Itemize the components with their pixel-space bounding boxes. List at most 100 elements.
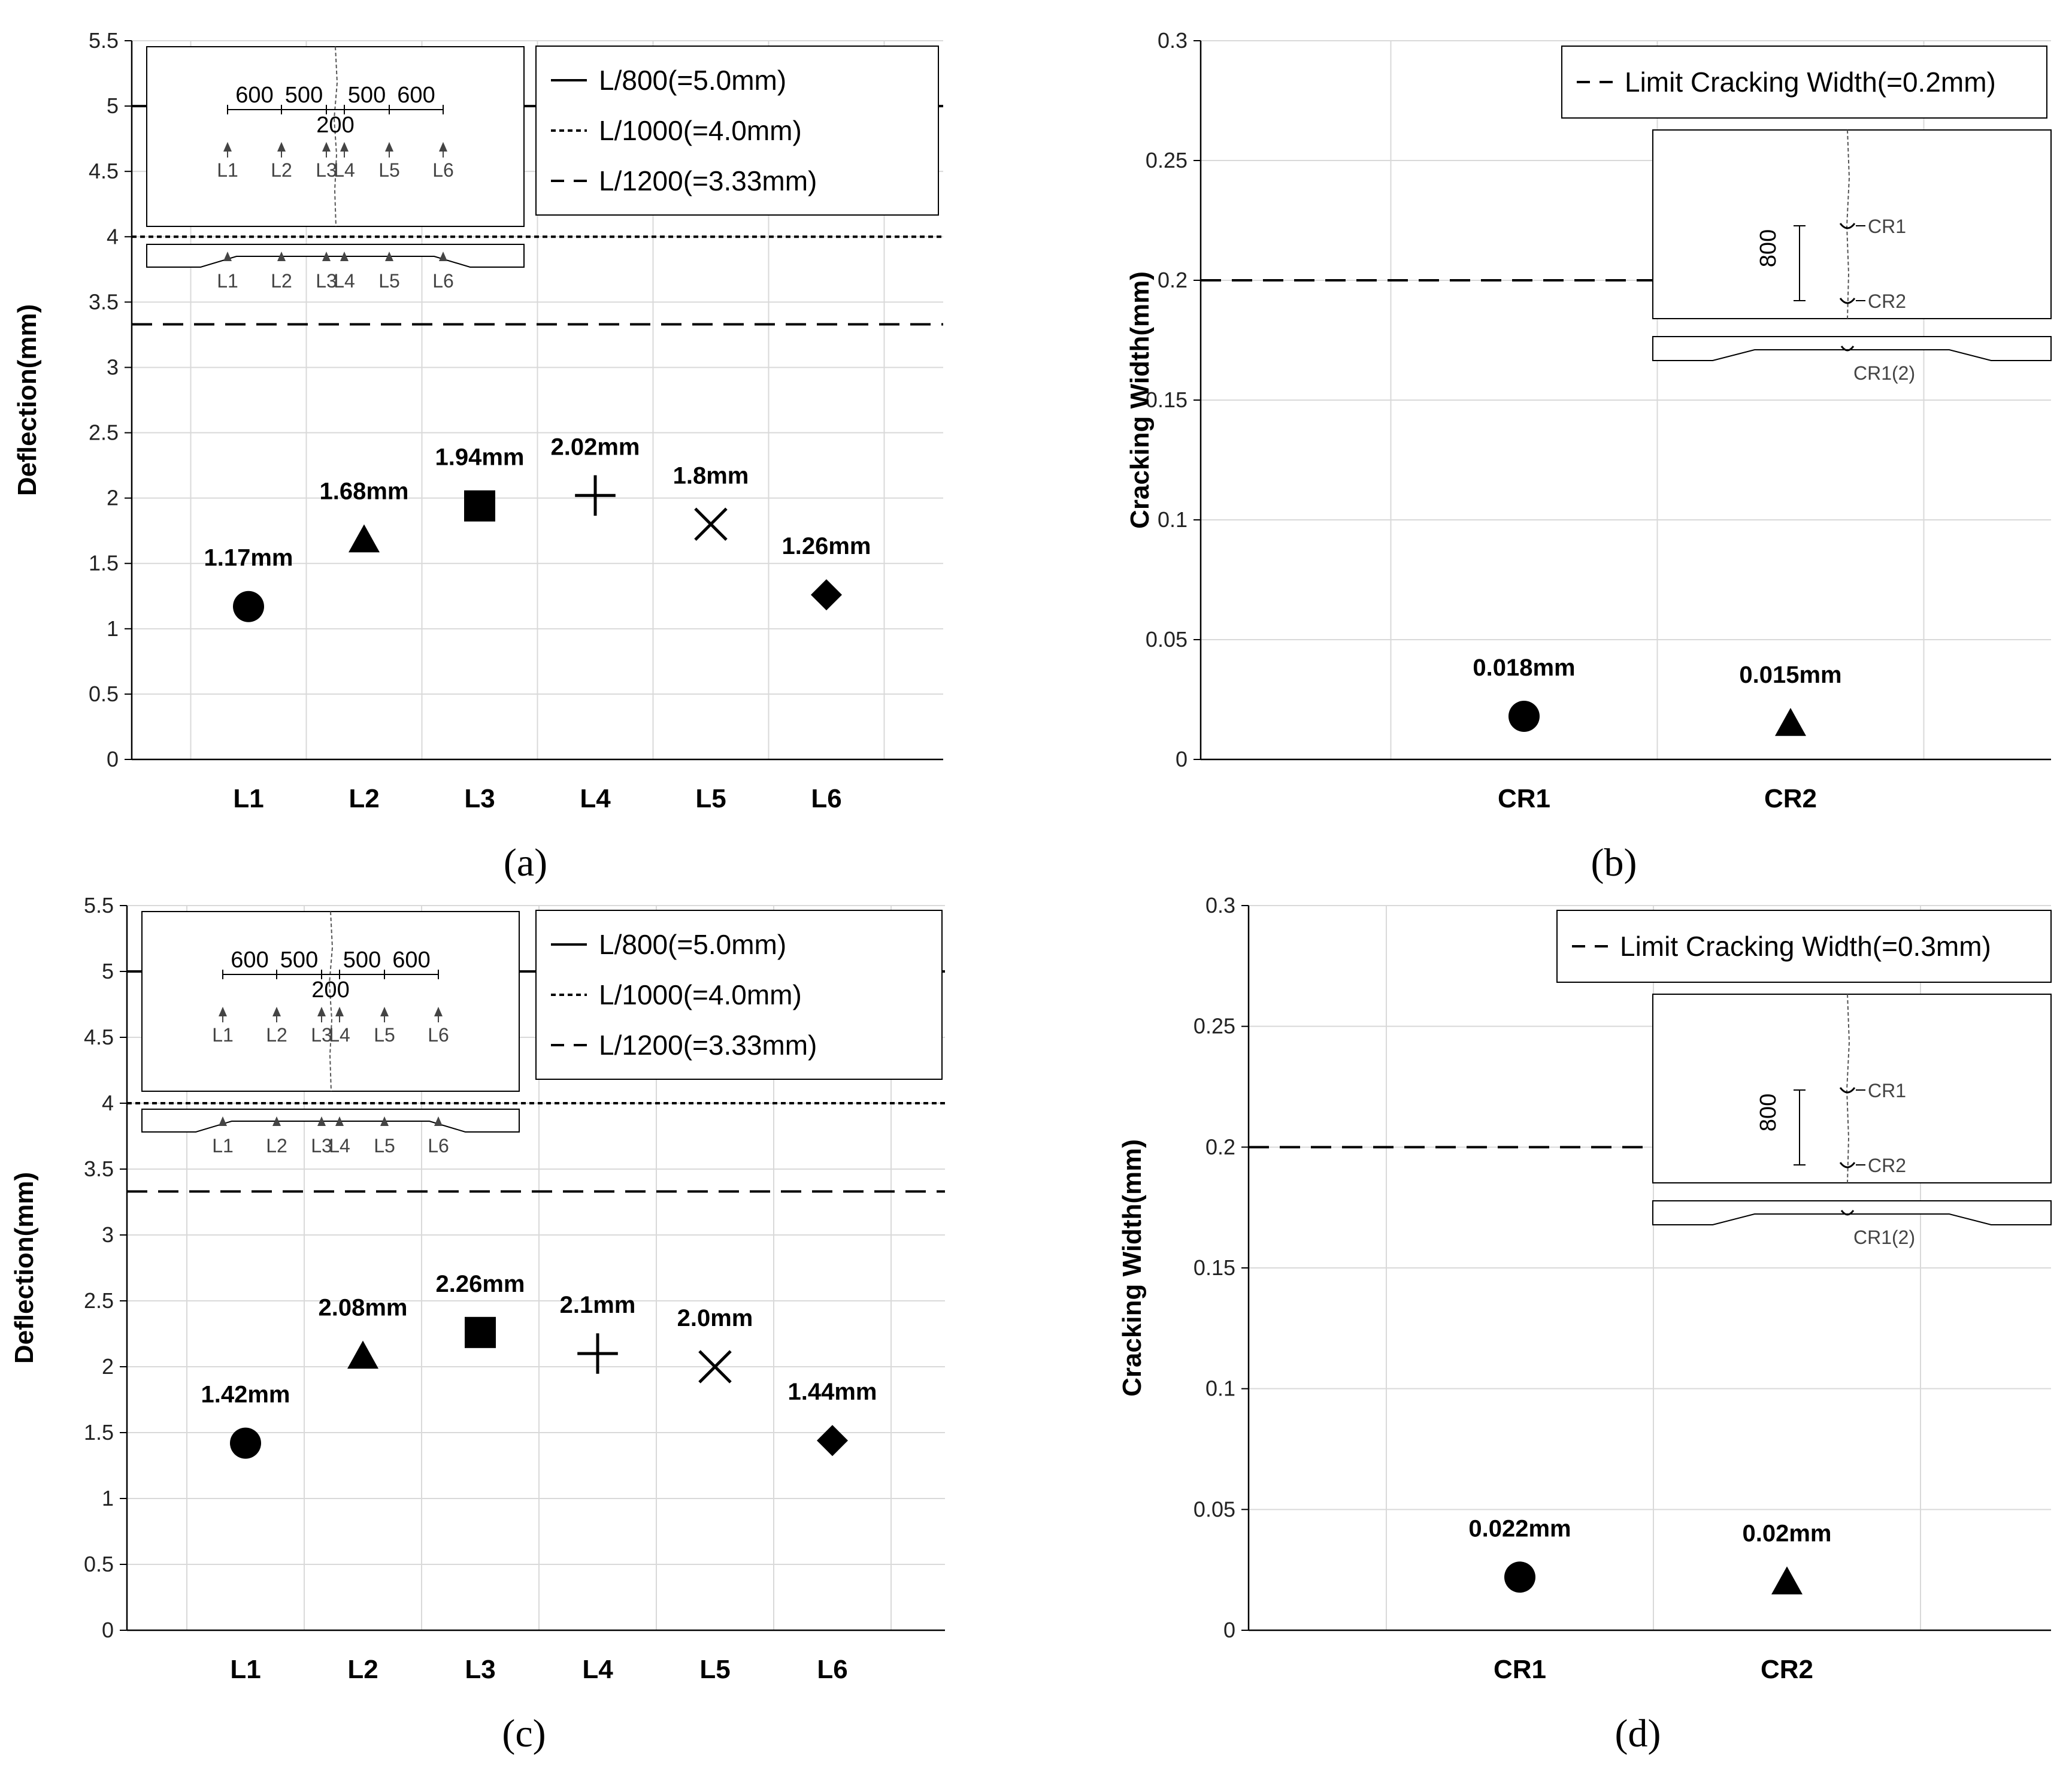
legend: Limit Cracking Width(=0.3mm) — [1556, 910, 2052, 983]
y-axis-label: Cracking Width(mm) — [1125, 271, 1155, 529]
inset-dimension-label: 500 — [280, 947, 318, 973]
inset-elev-arrow — [434, 1116, 443, 1126]
data-label-l5: 2.0mm — [677, 1305, 753, 1331]
data-label-l1: 1.17mm — [204, 545, 293, 571]
inset-elev-label: CR1(2) — [1853, 362, 1915, 384]
inset-elev-arrow — [272, 1116, 281, 1126]
inset-elev-label: L1 — [217, 270, 238, 292]
inset-crack-line — [328, 911, 334, 1092]
inset-gauge-label: L1 — [217, 159, 238, 181]
tick-label-y: 5.5 — [84, 893, 114, 918]
inset-gauge-label: L6 — [428, 1024, 449, 1046]
inset-gauge-arrow — [277, 142, 286, 152]
tick-label-x: L5 — [699, 1655, 730, 1684]
data-point-l3 — [464, 490, 495, 522]
inset-plan-box — [1652, 129, 2052, 319]
inset-elev-mark — [1840, 1210, 1855, 1216]
inset-diagram: 800 CR1 CR2 CR1(2) — [1652, 129, 2052, 384]
inset-gauge-mark — [1839, 223, 1856, 229]
inset-gauge-arrow — [335, 1007, 344, 1016]
data-point-l5 — [698, 1350, 732, 1384]
data-point-cr1 — [1504, 1561, 1535, 1593]
tick-label-y: 0 — [1176, 747, 1188, 771]
tick-label-y: 1 — [107, 616, 119, 641]
data-label-l4: 2.1mm — [560, 1292, 636, 1318]
inset-elev-label: L3 — [311, 1135, 332, 1157]
inset-elev-arrow — [223, 252, 232, 261]
inset-elev-label: L5 — [378, 270, 400, 292]
tick-label-x: L1 — [233, 784, 263, 813]
tick-label-x: L2 — [347, 1655, 378, 1684]
data-label-cr2: 0.015mm — [1739, 662, 1841, 688]
data-point-l3 — [465, 1316, 496, 1348]
legend-box — [1556, 910, 2052, 983]
tick-label-y: 0.15 — [1146, 387, 1188, 412]
inset-gauge-arrow — [340, 142, 349, 152]
inset-elev-arrow — [380, 1116, 389, 1126]
inset-gauge-arrow — [223, 142, 232, 152]
inset-dimension-label: 500 — [285, 83, 323, 108]
tick-label-y: 3.5 — [84, 1157, 114, 1181]
inset-elev-label: CR1(2) — [1853, 1227, 1915, 1248]
data-point-l5 — [694, 507, 728, 541]
inset-elev-label: L5 — [374, 1135, 395, 1157]
data-point-l1 — [230, 1427, 261, 1459]
tick-label-y: 0 — [102, 1618, 114, 1642]
data-label-l4: 2.02mm — [551, 434, 640, 460]
inset-gauge-label: L3 — [316, 159, 337, 181]
inset-elev-label: L1 — [212, 1135, 234, 1157]
inset-gauge-arrow — [219, 1007, 227, 1016]
inset-crack-line — [1846, 129, 1850, 319]
inset-elev-mark — [1840, 346, 1855, 352]
tick-label-y: 0.25 — [1193, 1014, 1235, 1039]
inset-gauge-arrow — [439, 142, 447, 152]
inset-diagram: 800 CR1 CR2 CR1(2) — [1652, 994, 2052, 1248]
inset-dimension-label: 800 — [1756, 229, 1781, 267]
inset-crack-line — [1846, 994, 1850, 1183]
inset-gauge-label: CR2 — [1868, 290, 1906, 312]
legend: L/800(=5.0mm) L/1000(=4.0mm) L/1200(=3.33m… — [535, 910, 943, 1080]
tick-label-y: 3 — [107, 355, 119, 379]
data-point-l4 — [577, 1333, 618, 1374]
tick-label-y: 1 — [102, 1486, 114, 1510]
data-point-l2 — [347, 1340, 378, 1369]
tick-label-x: L2 — [349, 784, 379, 813]
inset-dimension-label: 600 — [397, 83, 435, 108]
inset-gauge-label: L5 — [378, 159, 400, 181]
y-axis-label: Deflection(mm) — [10, 1172, 39, 1364]
inset-elevation — [146, 244, 525, 268]
inset-gauge-mark — [1839, 1087, 1856, 1094]
tick-label-x: CR2 — [1764, 784, 1817, 813]
inset-gauge-label: CR2 — [1868, 1155, 1906, 1176]
tick-label-x: CR1 — [1494, 1655, 1546, 1684]
tick-label-y: 5 — [107, 93, 119, 118]
data-label-l2: 2.08mm — [319, 1294, 408, 1321]
data-label-cr2: 0.02mm — [1743, 1520, 1832, 1546]
tick-label-y: 3.5 — [89, 289, 119, 314]
inset-elev-arrow — [340, 252, 349, 261]
inset-gauge-label: L3 — [311, 1024, 332, 1046]
data-point-l2 — [349, 524, 380, 553]
panel-caption: (b) — [1591, 841, 1637, 885]
inset-gauge-label: L4 — [329, 1024, 350, 1046]
inset-elev-arrow — [439, 252, 447, 261]
tick-label-y: 0.2 — [1205, 1134, 1235, 1159]
data-point-cr2 — [1771, 1566, 1803, 1595]
data-label-l6: 1.44mm — [788, 1379, 877, 1405]
inset-dimension-label: 600 — [231, 947, 268, 973]
tick-label-y: 0.1 — [1205, 1376, 1235, 1401]
tick-label-y: 2 — [107, 486, 119, 510]
inset-elev-arrow — [219, 1116, 227, 1126]
inset-center-dimension: 200 — [316, 113, 354, 138]
tick-label-y: 0.3 — [1205, 893, 1235, 918]
data-point-l5-b — [694, 507, 728, 541]
inset-elev-arrow — [277, 252, 286, 261]
panel-caption: (c) — [502, 1712, 546, 1755]
tick-label-y: 4 — [107, 224, 119, 249]
legend: Limit Cracking Width(=0.2mm) — [1561, 46, 2047, 119]
tick-label-y: 0.05 — [1146, 627, 1188, 652]
data-label-cr1: 0.018mm — [1473, 655, 1575, 681]
inset-elev-label: L4 — [334, 270, 355, 292]
